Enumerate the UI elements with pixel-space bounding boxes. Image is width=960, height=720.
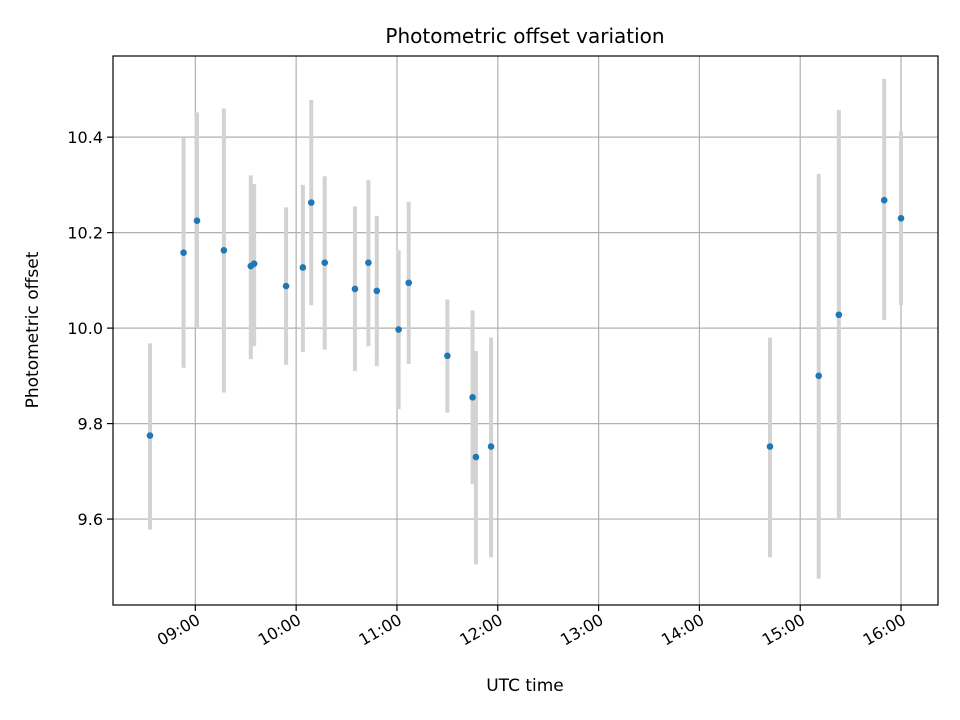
y-tick-label: 10.0 [67,319,103,338]
y-axis: 9.6 9.8 10.0 10.2 10.4 [67,128,113,529]
y-tick-label: 10.4 [67,128,103,147]
plot-frame [112,55,939,606]
data-point [815,372,823,380]
data-point [373,287,381,295]
data-point [395,326,402,333]
data-point [282,282,290,290]
y-tick-label: 10.2 [67,224,103,243]
data-point [365,259,372,267]
x-axis-label: UTC time [486,676,564,696]
data-point [250,260,258,267]
chart-title: Photometric offset variation [385,24,664,48]
data-point [405,279,413,287]
data-points [146,196,905,461]
data-point [146,432,154,439]
data-point [299,264,307,271]
data-point [307,199,315,206]
data-point [897,215,905,222]
data-point [469,394,476,401]
data-point [180,249,187,256]
data-point [444,352,451,360]
y-tick-label: 9.6 [78,510,103,529]
data-point [351,285,359,293]
y-tick-label: 9.8 [78,415,103,434]
data-point [472,453,480,461]
data-point [766,443,774,450]
data-point [321,259,329,267]
data-point [880,196,888,204]
y-axis-label: Photometric offset [23,251,43,408]
data-point [193,217,201,224]
data-point [220,246,228,254]
data-point [835,311,843,319]
data-point [487,443,495,450]
